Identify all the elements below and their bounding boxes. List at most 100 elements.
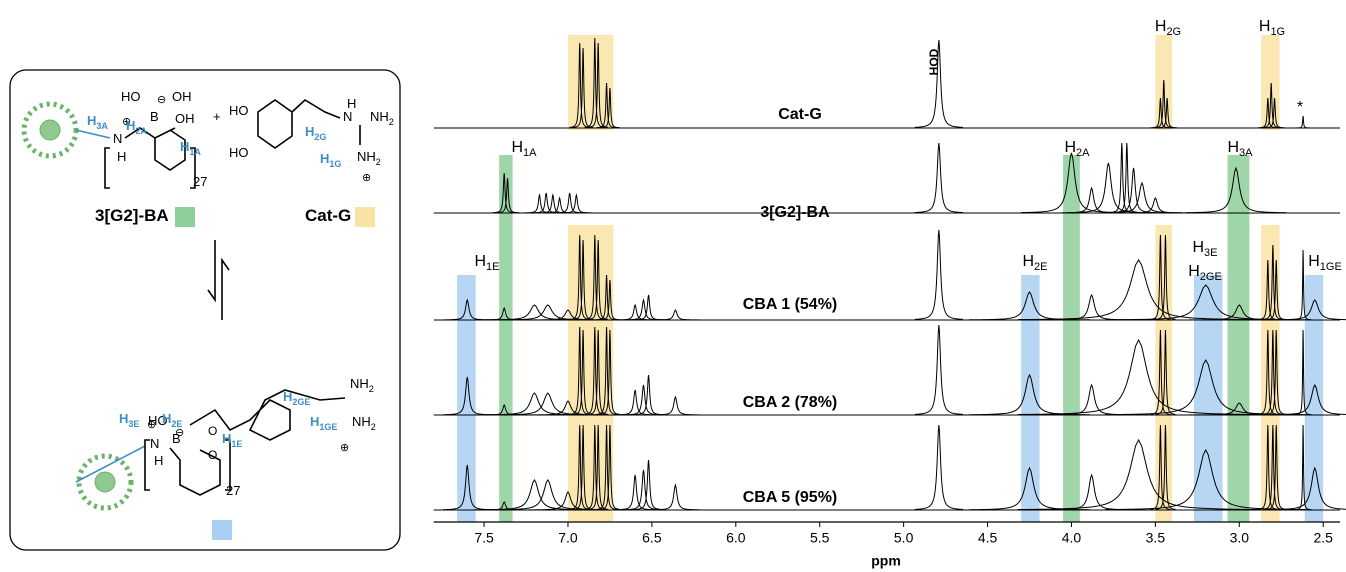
highlight-band <box>457 275 476 522</box>
peak <box>1262 329 1283 415</box>
linker <box>75 129 146 483</box>
highlight-band <box>1155 225 1173 522</box>
scheme-label-main: 27 <box>193 174 207 189</box>
scheme-label: N <box>113 131 122 146</box>
scheme-label: NH2 <box>352 414 376 432</box>
peak <box>1155 424 1176 510</box>
plus-charge: ⊕ <box>122 116 131 128</box>
scheme-label-sub: 2E <box>171 419 182 429</box>
scheme-label-main: H <box>222 431 231 446</box>
peak <box>651 483 700 511</box>
peak <box>1017 438 1260 511</box>
scheme-label-main: HO <box>121 89 141 104</box>
scheme-label-main: H <box>320 151 329 166</box>
peak <box>584 326 605 415</box>
peak <box>588 329 609 415</box>
peak <box>1105 358 1307 416</box>
peak-label-main: H <box>511 139 523 156</box>
scheme-label-main: N <box>343 109 352 124</box>
scheme-label-main: B <box>172 431 181 446</box>
peak-label-sub: 1G <box>1270 26 1285 38</box>
peak <box>1294 329 1312 416</box>
scheme-label: H <box>117 149 126 164</box>
peak <box>1109 142 1134 214</box>
scheme-label-main: H <box>180 139 189 154</box>
x-tick-label: 4.0 <box>1062 530 1082 546</box>
highlight-band <box>1227 155 1250 522</box>
peak <box>523 193 556 214</box>
x-tick-label: 5.5 <box>810 530 830 546</box>
scheme-label: B <box>172 431 181 446</box>
bonds-bottom <box>144 389 346 496</box>
plus-charge: ⊕ <box>362 172 371 184</box>
scheme-label-main: NH <box>370 109 389 124</box>
peak <box>543 196 576 214</box>
scheme-label-main: H <box>87 113 96 128</box>
peak <box>495 177 520 214</box>
peak <box>632 459 665 511</box>
peak-label-main: H <box>1308 253 1320 270</box>
scheme-label: Cat-G <box>305 206 351 225</box>
peak-label-main: HOD <box>927 48 941 75</box>
highlight-band <box>1304 275 1324 522</box>
scheme-label-sub: 3A <box>96 121 108 131</box>
peak <box>914 142 964 214</box>
scheme-label: H <box>154 453 163 468</box>
peak <box>1264 299 1346 321</box>
peak-label: H1A <box>511 139 537 159</box>
scheme-label: OH <box>172 89 192 104</box>
peak <box>1294 424 1312 511</box>
peak <box>651 395 700 416</box>
scheme-label: N <box>150 436 159 451</box>
peak <box>527 400 609 416</box>
scheme-label-main: Cat-G <box>305 206 351 225</box>
scheme-label: 27 <box>193 174 207 189</box>
peak-label-sub: 3A <box>1239 147 1253 159</box>
scheme-label: NH2 <box>350 376 374 394</box>
peak <box>632 294 665 321</box>
peak <box>599 329 621 415</box>
peak <box>527 309 609 321</box>
peak <box>914 324 964 415</box>
peak <box>560 193 593 214</box>
x-tick-label: 7.0 <box>558 530 578 546</box>
scheme-label: H1E <box>222 431 242 449</box>
scheme-label-sub: 1E <box>231 439 242 449</box>
peak <box>596 424 617 510</box>
scheme-label: B <box>150 109 159 124</box>
peak-label: H1GE <box>1308 253 1342 273</box>
peak-label: H2GE <box>1188 263 1222 283</box>
peak-label-sub: 1GE <box>1320 261 1342 273</box>
peak-label: H3E <box>1192 239 1217 259</box>
scheme-label-sub: 1G <box>329 159 341 169</box>
scheme-label: HO <box>229 145 249 160</box>
peak-label-sub: 3E <box>1204 247 1217 259</box>
atom-o: O <box>208 448 217 462</box>
peak <box>1266 329 1287 415</box>
equilibrium-arrows <box>207 240 230 320</box>
scheme-label-main: H <box>126 118 135 133</box>
scheme-label: NH2 <box>370 109 394 127</box>
spectrum-label: CBA 1 (54%) <box>743 296 838 313</box>
scheme-label: H2GE <box>283 389 310 407</box>
scheme-label: HO <box>229 103 249 118</box>
peak <box>527 491 609 511</box>
scheme-label: OH <box>175 111 195 126</box>
peak <box>1114 142 1139 214</box>
peak-label: HOD <box>927 48 941 75</box>
peak-label: H1E <box>474 253 499 273</box>
peak-label-main: H <box>1155 18 1167 35</box>
highlight-band <box>567 225 614 522</box>
scheme-label-sub: 2 <box>389 117 394 127</box>
scheme-label-main: OH <box>172 89 192 104</box>
peak-label-sub: 2E <box>1034 261 1047 273</box>
scheme-label-main: OH <box>175 111 195 126</box>
scheme-label: H2G <box>305 124 326 142</box>
scheme-label: H2E <box>162 411 182 429</box>
spectrum-label: Cat-G <box>778 106 822 123</box>
scheme-label-main: HO <box>229 145 249 160</box>
x-tick-label: 6.0 <box>726 530 746 546</box>
x-tick-label: 4.5 <box>978 530 998 546</box>
x-tick-label: 3.0 <box>1230 530 1250 546</box>
